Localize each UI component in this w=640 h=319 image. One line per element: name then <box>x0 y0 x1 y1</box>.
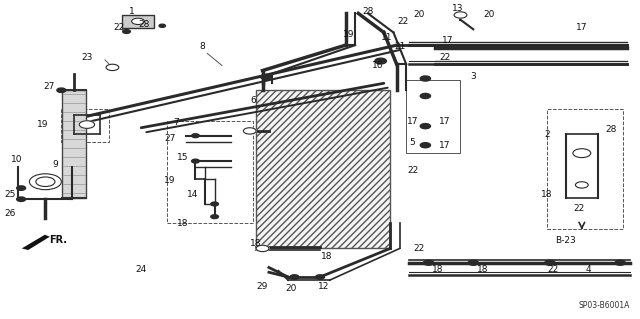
Text: 10: 10 <box>11 155 22 164</box>
Text: 25: 25 <box>4 190 16 199</box>
Text: 16: 16 <box>372 61 383 70</box>
Text: 4: 4 <box>586 264 591 274</box>
Text: 26: 26 <box>4 209 16 218</box>
Circle shape <box>256 245 269 252</box>
Bar <box>167 122 253 223</box>
Circle shape <box>243 128 256 134</box>
Text: 18: 18 <box>321 252 332 261</box>
Circle shape <box>615 260 625 265</box>
Text: 17: 17 <box>439 117 451 126</box>
Bar <box>62 90 86 197</box>
Text: 20: 20 <box>285 284 297 293</box>
Text: 1: 1 <box>129 7 134 16</box>
Text: 27: 27 <box>164 134 175 143</box>
Text: 5: 5 <box>410 137 415 146</box>
Text: 22: 22 <box>413 244 424 253</box>
Circle shape <box>17 197 26 201</box>
Circle shape <box>211 215 218 219</box>
Text: 22: 22 <box>573 204 584 213</box>
Text: 20: 20 <box>413 11 425 19</box>
Bar <box>406 80 461 153</box>
Circle shape <box>132 18 145 25</box>
Text: 3: 3 <box>470 72 476 81</box>
Text: 12: 12 <box>317 282 329 291</box>
Text: 6: 6 <box>250 96 256 105</box>
Text: FR.: FR. <box>49 235 67 246</box>
Text: 20: 20 <box>484 11 495 19</box>
Text: 21: 21 <box>394 42 406 51</box>
Text: SP03-B6001A: SP03-B6001A <box>579 301 630 310</box>
Circle shape <box>57 88 66 93</box>
Text: 18: 18 <box>433 264 444 274</box>
Text: 19: 19 <box>343 30 355 39</box>
Text: 22: 22 <box>113 23 124 32</box>
Circle shape <box>575 182 588 188</box>
Bar <box>256 90 390 249</box>
Circle shape <box>123 30 131 33</box>
Text: 23: 23 <box>81 53 93 62</box>
Circle shape <box>468 260 478 265</box>
Circle shape <box>316 275 324 279</box>
Text: 28: 28 <box>605 125 616 134</box>
Text: 19: 19 <box>36 120 48 129</box>
Bar <box>61 109 109 142</box>
Text: 27: 27 <box>43 82 54 91</box>
Text: 11: 11 <box>381 33 393 42</box>
Circle shape <box>375 58 387 64</box>
Circle shape <box>191 134 199 137</box>
Polygon shape <box>22 235 50 250</box>
Circle shape <box>420 93 431 99</box>
Text: 18: 18 <box>250 239 262 248</box>
Circle shape <box>420 123 431 129</box>
Circle shape <box>424 260 434 265</box>
Text: 14: 14 <box>187 190 198 199</box>
Circle shape <box>79 121 95 128</box>
Text: 29: 29 <box>257 282 268 291</box>
Text: 7: 7 <box>173 118 179 128</box>
Text: 22: 22 <box>397 17 409 26</box>
Text: 22: 22 <box>407 166 418 175</box>
Text: 17: 17 <box>576 23 588 32</box>
Text: 28: 28 <box>362 7 374 16</box>
Text: 17: 17 <box>442 36 454 45</box>
Text: 24: 24 <box>136 264 147 274</box>
Circle shape <box>420 76 431 81</box>
Circle shape <box>191 159 199 163</box>
Circle shape <box>29 174 61 190</box>
Circle shape <box>17 186 26 190</box>
Text: 2: 2 <box>544 130 550 138</box>
Text: 22: 22 <box>439 53 450 62</box>
Text: 15: 15 <box>177 153 188 162</box>
Text: 8: 8 <box>199 42 205 51</box>
Circle shape <box>159 24 166 27</box>
Circle shape <box>545 260 555 265</box>
Text: B-23: B-23 <box>556 236 576 245</box>
Text: 18: 18 <box>541 190 552 199</box>
Text: 18: 18 <box>177 219 188 227</box>
Text: 9: 9 <box>52 160 58 169</box>
Circle shape <box>36 177 55 187</box>
Circle shape <box>573 149 591 158</box>
Text: 17: 17 <box>407 117 419 126</box>
Text: 19: 19 <box>164 176 175 185</box>
Text: 28: 28 <box>139 20 150 29</box>
Circle shape <box>420 143 431 148</box>
Circle shape <box>106 64 119 70</box>
Circle shape <box>260 74 271 79</box>
Text: 22: 22 <box>547 264 559 274</box>
Polygon shape <box>122 15 154 28</box>
Circle shape <box>211 202 218 206</box>
Text: 18: 18 <box>477 264 488 274</box>
Bar <box>547 109 623 229</box>
Text: 17: 17 <box>439 141 451 150</box>
Circle shape <box>290 275 299 279</box>
Circle shape <box>454 12 467 18</box>
Text: 13: 13 <box>452 4 463 13</box>
